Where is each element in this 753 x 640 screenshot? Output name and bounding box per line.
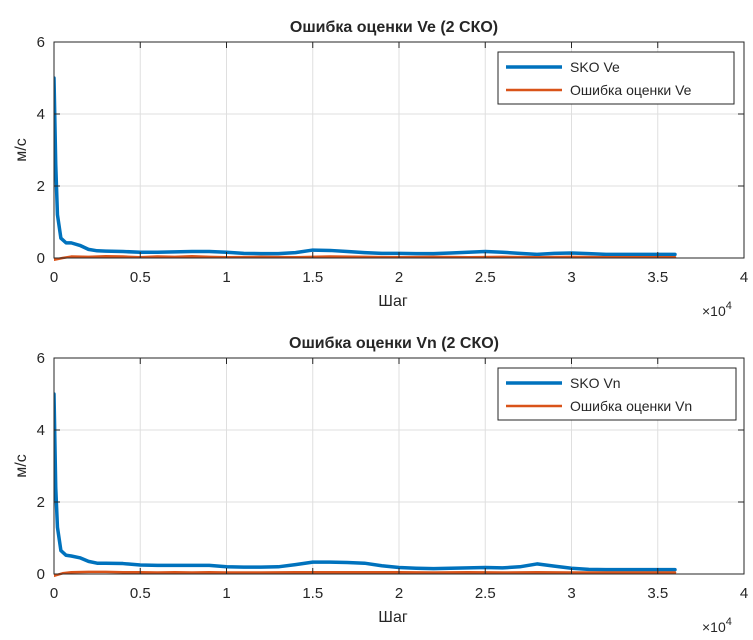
x-tick-label: 4 [740, 585, 748, 602]
x-tick-label: 3.5 [647, 269, 668, 286]
legend: SKO Vn Ошибка оценки Vn [497, 367, 737, 421]
legend-entry-label: Ошибка оценки Ve [570, 82, 692, 98]
x-tick-label: 1 [222, 269, 230, 286]
x-axis-multiplier: ×104 [702, 300, 732, 319]
x-tick-label: 3 [567, 585, 575, 602]
chart-title: Ошибка оценки Ve (2 СКО) [290, 19, 498, 36]
x-tick-label: 2 [395, 585, 403, 602]
y-tick-label: 6 [37, 34, 45, 51]
x-multiplier-exponent: 4 [726, 616, 732, 628]
series-line-1 [54, 76, 677, 257]
x-tick-label: 2 [395, 269, 403, 286]
x-tick-label: 2.5 [475, 269, 496, 286]
x-multiplier-exponent: 4 [726, 300, 732, 312]
x-tick-label: 3.5 [647, 585, 668, 602]
x-tick-label: 3 [567, 269, 575, 286]
x-tick-label: 0 [50, 269, 58, 286]
y-tick-label: 2 [37, 494, 45, 511]
legend-entry-label: Ошибка оценки Vn [570, 398, 692, 414]
y-tick-label: 6 [37, 350, 45, 367]
x-multiplier-base: ×10 [702, 619, 726, 635]
y-axis-label: м/с [13, 138, 30, 161]
chart-title: Ошибка оценки Vn (2 СКО) [289, 335, 499, 352]
series-line-2 [54, 570, 677, 578]
legend-entry-label: SKO Ve [570, 59, 620, 75]
x-tick-label: 0.5 [130, 585, 151, 602]
x-tick-label: 1.5 [302, 585, 323, 602]
x-tick-label: 2.5 [475, 585, 496, 602]
y-tick-label: 4 [37, 106, 45, 123]
x-tick-label: 1.5 [302, 269, 323, 286]
legend-entry-label: SKO Vn [570, 375, 621, 391]
x-axis-multiplier: ×104 [702, 616, 732, 635]
x-tick-label: 1 [222, 585, 230, 602]
x-tick-label: 0 [50, 585, 58, 602]
x-axis-label: Шаг [378, 293, 408, 310]
x-axis-label: Шаг [378, 609, 408, 626]
y-tick-label: 0 [37, 566, 45, 583]
series-line-1 [54, 392, 677, 572]
series-line-2 [54, 254, 677, 262]
chart-panel-2: 0 0.5 1 1.5 2 2.5 3 3.5 4 0 2 4 6 Ошибка оценки Vn (2… [13, 335, 748, 635]
legend-box [497, 51, 735, 105]
y-tick-label: 0 [37, 250, 45, 267]
x-multiplier-base: ×10 [702, 303, 726, 319]
y-tick-label: 2 [37, 178, 45, 195]
legend: SKO Ve Ошибка оценки Ve [497, 51, 735, 105]
y-axis-label: м/с [13, 454, 30, 477]
legend-box [497, 367, 737, 421]
x-tick-label: 4 [740, 269, 748, 286]
chart-panel-1: 0 0.5 1 1.5 2 2.5 3 3.5 4 0 2 4 6 Ошибка оценки Ve (2… [13, 19, 748, 319]
y-tick-label: 4 [37, 422, 45, 439]
x-tick-label: 0.5 [130, 269, 151, 286]
